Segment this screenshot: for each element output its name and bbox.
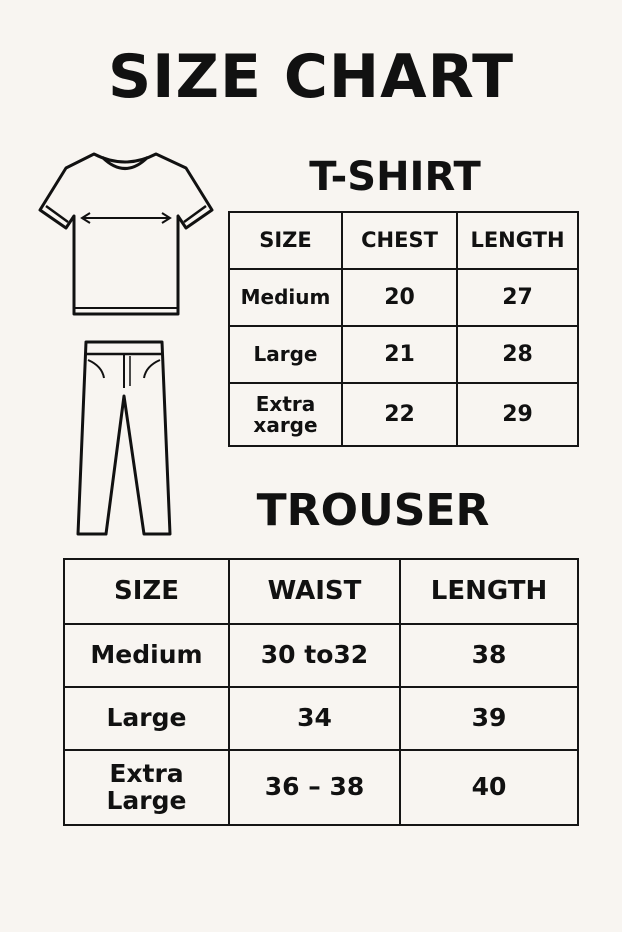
header-waist: WAIST [228, 558, 401, 625]
length-cell: 27 [456, 268, 579, 327]
length-cell: 40 [399, 749, 579, 826]
page-title: SIZE CHART [107, 42, 515, 112]
header-size: SIZE [63, 558, 230, 625]
table-row: Medium 20 27 [228, 268, 579, 327]
trousers-icon [76, 340, 172, 536]
size-cell: Large [228, 325, 343, 384]
chest-cell: 22 [341, 382, 458, 447]
size-cell: Medium [63, 623, 230, 688]
length-cell: 39 [399, 686, 579, 751]
header-length: LENGTH [456, 211, 579, 270]
table-header-row: SIZE CHEST LENGTH [228, 211, 579, 270]
table-header-row: SIZE WAIST LENGTH [63, 558, 579, 625]
waist-cell: 34 [228, 686, 401, 751]
length-cell: 38 [399, 623, 579, 688]
length-cell: 28 [456, 325, 579, 384]
waist-cell: 30 to32 [228, 623, 401, 688]
tshirt-size-table: SIZE CHEST LENGTH Medium 20 27 Large 21 … [228, 211, 579, 447]
table-row: Extra xarge 22 29 [228, 382, 579, 447]
tshirt-heading: T-SHIRT [309, 154, 481, 200]
size-cell: Extra xarge [228, 382, 343, 447]
table-row: Large 34 39 [63, 686, 579, 751]
header-chest: CHEST [341, 211, 458, 270]
header-size: SIZE [228, 211, 343, 270]
size-cell: Large [63, 686, 230, 751]
size-cell: Extra Large [63, 749, 230, 826]
length-cell: 29 [456, 382, 579, 447]
table-row: Extra Large 36 – 38 40 [63, 749, 579, 826]
tshirt-icon [38, 152, 214, 316]
header-length: LENGTH [399, 558, 579, 625]
waist-cell: 36 – 38 [228, 749, 401, 826]
chest-cell: 20 [341, 268, 458, 327]
chest-cell: 21 [341, 325, 458, 384]
table-row: Medium 30 to32 38 [63, 623, 579, 688]
trouser-heading: TROUSER [256, 485, 490, 536]
table-row: Large 21 28 [228, 325, 579, 384]
trouser-size-table: SIZE WAIST LENGTH Medium 30 to32 38 Larg… [63, 558, 579, 826]
size-cell: Medium [228, 268, 343, 327]
